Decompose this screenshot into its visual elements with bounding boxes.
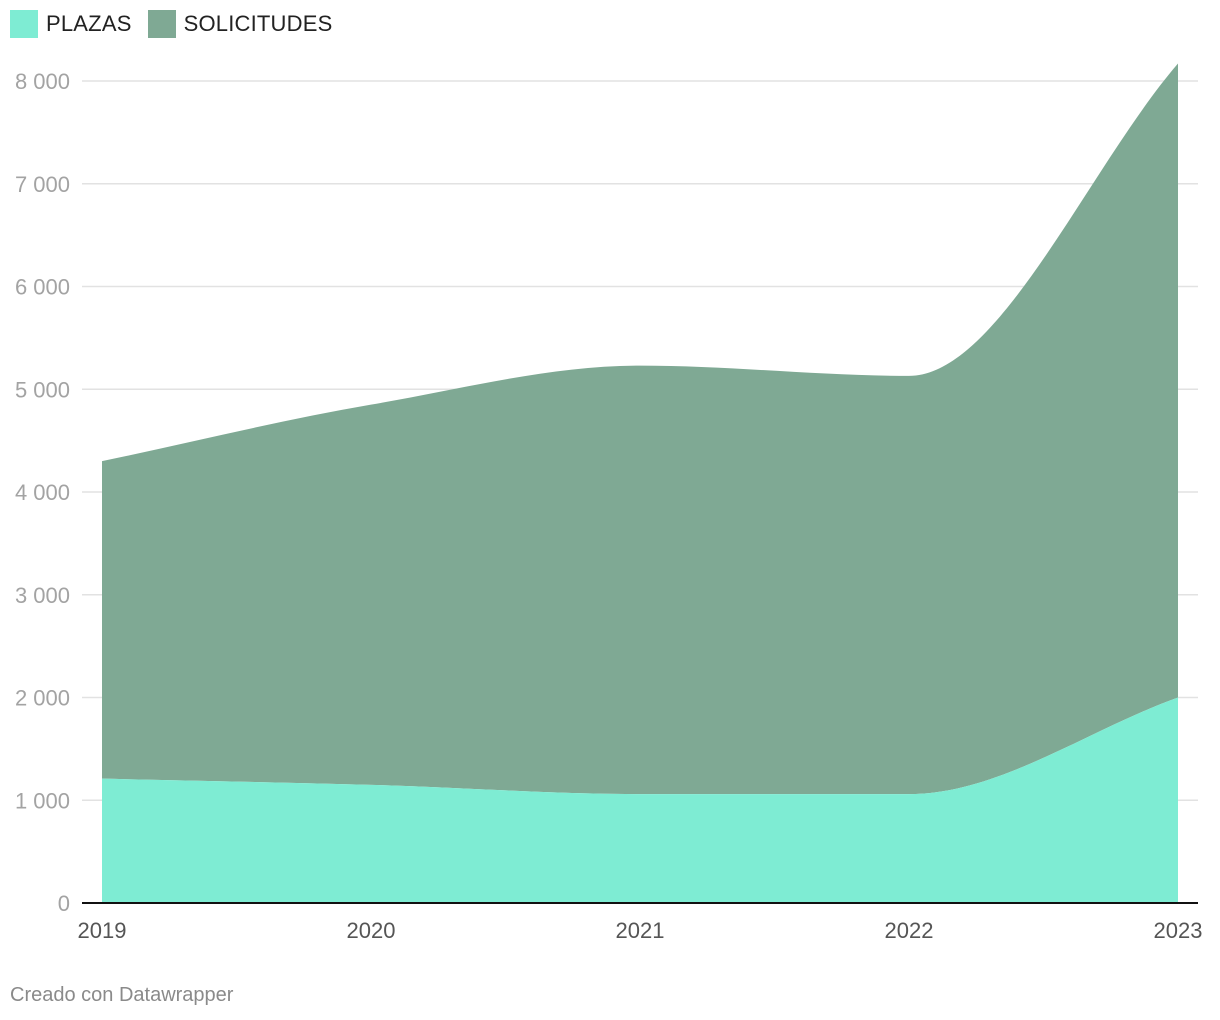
axes: 0 1 000 2 000 3 000 4 000 5 000 6 000 7 000 8 00… bbox=[15, 69, 1203, 943]
y-tick-label: 0 bbox=[58, 891, 70, 916]
y-tick-label: 2 000 bbox=[15, 686, 70, 711]
x-tick-label: 2021 bbox=[616, 918, 665, 943]
y-tick-label: 1 000 bbox=[15, 788, 70, 813]
legend-swatch-plazas bbox=[10, 10, 38, 38]
legend-item-plazas: PLAZAS bbox=[10, 10, 132, 38]
y-tick-label: 4 000 bbox=[15, 480, 70, 505]
area-series bbox=[102, 63, 1178, 903]
x-tick-label: 2019 bbox=[78, 918, 127, 943]
legend-item-solicitudes: SOLICITUDES bbox=[147, 10, 333, 38]
legend-swatch-solicitudes bbox=[147, 10, 176, 38]
x-tick-label: 2023 bbox=[1154, 918, 1203, 943]
y-tick-label: 3 000 bbox=[15, 583, 70, 608]
x-tick-label: 2020 bbox=[347, 918, 396, 943]
x-tick-label: 2022 bbox=[885, 918, 934, 943]
y-tick-label: 8 000 bbox=[15, 69, 70, 94]
area-plazas bbox=[102, 697, 1178, 903]
y-tick-label: 6 000 bbox=[15, 275, 70, 300]
y-tick-label: 5 000 bbox=[15, 377, 70, 402]
source-credit: Creado con Datawrapper bbox=[10, 984, 234, 1006]
y-tick-label: 7 000 bbox=[15, 172, 70, 197]
chart-legend: PLAZAS SOLICITUDES bbox=[10, 10, 332, 38]
area-solicitudes bbox=[102, 63, 1178, 795]
legend-label-solicitudes: SOLICITUDES bbox=[183, 11, 333, 36]
legend-label-plazas: PLAZAS bbox=[46, 11, 132, 36]
